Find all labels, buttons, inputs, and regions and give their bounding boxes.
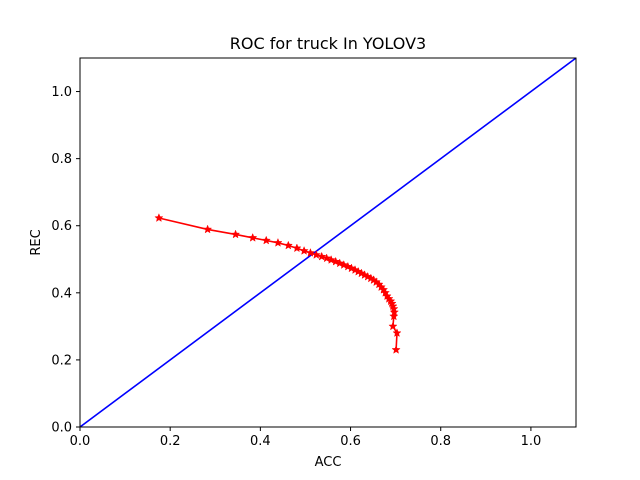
roc-point-marker: [273, 237, 283, 247]
roc-point-marker: [389, 311, 399, 321]
roc-point-marker: [392, 328, 402, 338]
y-tick-label: 0.8: [51, 152, 72, 167]
roc-point-marker: [154, 213, 164, 222]
axis-ticks: 0.0 0.2 0.4 0.6 0.8 1.0 0.0 0.2 0.4 0.6 0.8 1.0: [51, 85, 541, 449]
y-tick-label: 0.0: [51, 421, 72, 436]
roc-curve-line: [158, 217, 398, 350]
roc-point-marker: [388, 321, 398, 331]
roc-point-marker: [317, 251, 327, 261]
y-tick-label: 0.4: [51, 286, 72, 301]
y-axis-label: REC: [29, 229, 44, 255]
roc-point-marker: [391, 344, 401, 354]
roc-point-marker: [305, 248, 316, 257]
roc-point-marker: [248, 232, 258, 242]
roc-point-marker: [326, 255, 336, 264]
x-tick-label: 0.4: [250, 434, 271, 449]
roc-point-marker: [230, 229, 241, 239]
x-tick-label: 0.6: [340, 434, 361, 449]
roc-point-marker: [335, 258, 345, 268]
x-tick-label: 0.8: [430, 434, 451, 449]
x-tick-label: 1.0: [521, 434, 542, 449]
plot-area: [80, 58, 576, 427]
chart-title: ROC for truck In YOLOV3: [230, 34, 426, 53]
y-tick-label: 0.2: [51, 353, 72, 368]
y-tick-label: 1.0: [51, 85, 72, 100]
roc-point-marker: [339, 260, 349, 269]
plot-frame: [79, 57, 577, 428]
roc-point-marker: [299, 245, 309, 255]
roc-point-marker: [202, 224, 213, 234]
x-axis-label: ACC: [315, 455, 342, 470]
roc-point-marker: [321, 253, 332, 263]
roc-point-marker: [292, 243, 302, 253]
x-tick-label: 0.2: [160, 434, 181, 449]
y-tick-label: 0.6: [51, 219, 72, 234]
roc-point-marker: [311, 250, 321, 259]
roc-point-marker: [331, 256, 341, 266]
x-tick-label: 0.0: [70, 434, 91, 449]
roc-point-marker: [261, 235, 271, 245]
roc-point-marker: [283, 240, 293, 250]
diagonal-reference-line: [80, 58, 576, 427]
